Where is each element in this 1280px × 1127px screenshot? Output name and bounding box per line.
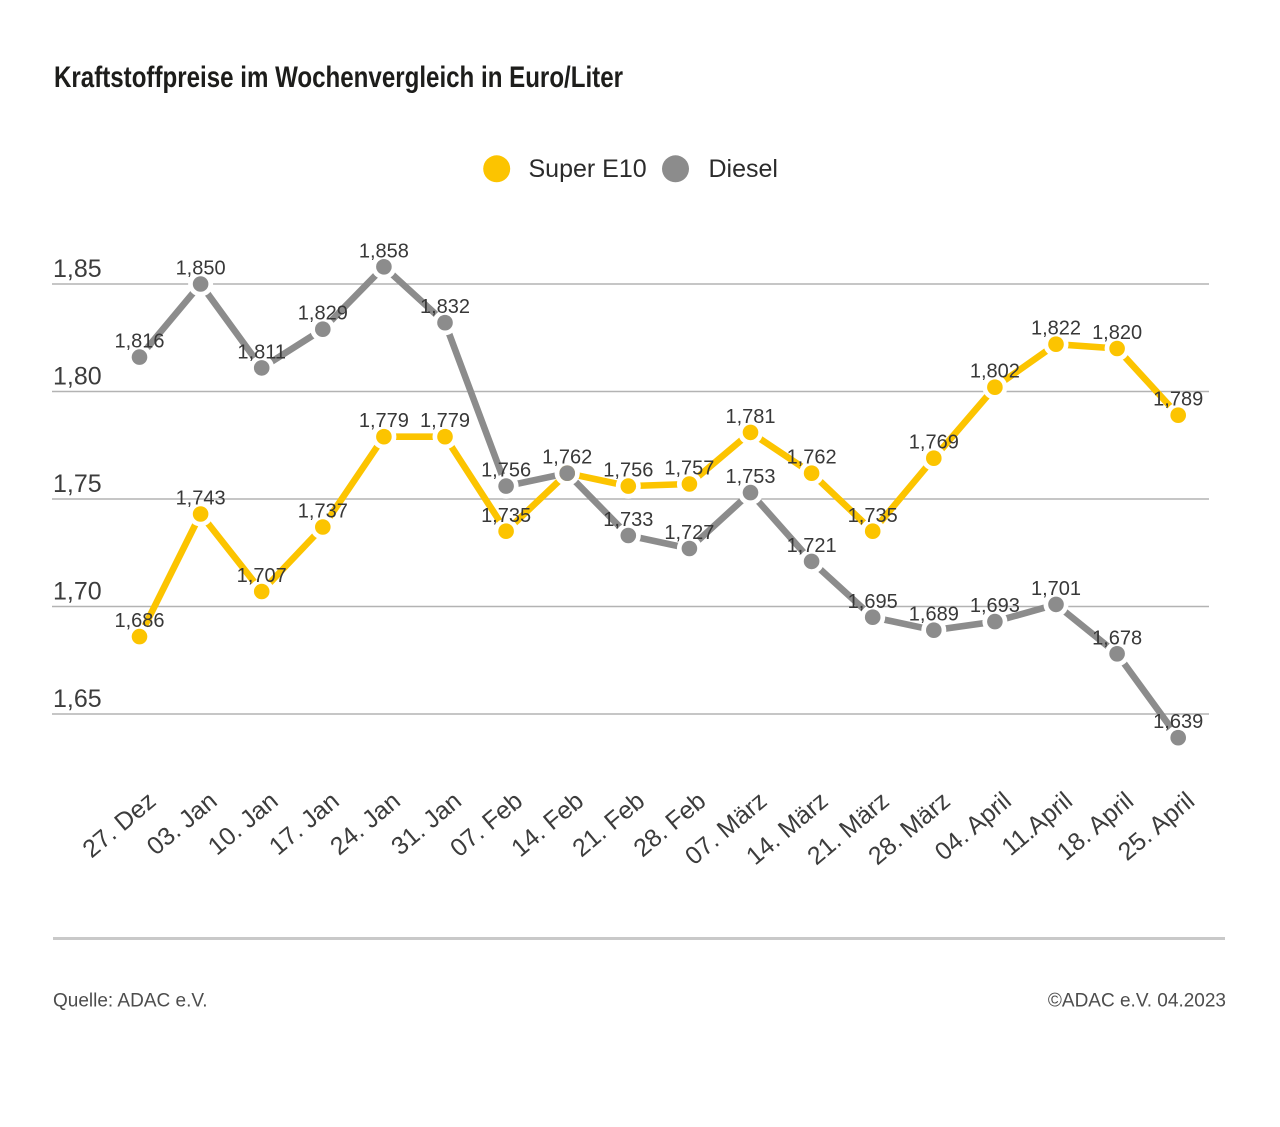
svg-text:1,850: 1,850 (176, 258, 226, 280)
svg-text:1,811: 1,811 (237, 341, 286, 363)
svg-text:1,727: 1,727 (664, 522, 714, 544)
svg-text:1,753: 1,753 (725, 466, 775, 488)
svg-text:1,743: 1,743 (176, 488, 226, 510)
svg-text:1,721: 1,721 (787, 535, 837, 557)
svg-text:1,735: 1,735 (481, 505, 531, 527)
svg-text:1,781: 1,781 (725, 406, 775, 428)
svg-text:1,693: 1,693 (970, 595, 1020, 617)
svg-text:1,733: 1,733 (603, 509, 653, 531)
svg-text:1,695: 1,695 (848, 591, 898, 613)
svg-text:1,789: 1,789 (1153, 389, 1203, 411)
svg-text:1,762: 1,762 (542, 447, 592, 469)
svg-text:1,779: 1,779 (420, 410, 470, 432)
svg-text:Kraftstoffpreise im Wochenverg: Kraftstoffpreise im Wochenvergleich in E… (54, 61, 623, 94)
svg-text:1,85: 1,85 (53, 255, 102, 283)
svg-text:1,829: 1,829 (298, 303, 348, 325)
svg-text:1,70: 1,70 (53, 578, 102, 606)
svg-text:1,756: 1,756 (481, 460, 531, 482)
svg-text:1,769: 1,769 (909, 432, 959, 454)
svg-text:Quelle: ADAC e.V.: Quelle: ADAC e.V. (53, 991, 208, 1012)
svg-text:Diesel: Diesel (709, 155, 778, 183)
svg-text:©ADAC e.V. 04.2023: ©ADAC e.V. 04.2023 (1048, 991, 1226, 1012)
svg-text:1,779: 1,779 (359, 410, 409, 432)
svg-text:1,678: 1,678 (1092, 627, 1142, 649)
svg-text:1,701: 1,701 (1031, 578, 1081, 600)
svg-text:1,80: 1,80 (53, 363, 102, 391)
svg-text:1,689: 1,689 (909, 604, 959, 626)
svg-text:1,65: 1,65 (53, 685, 102, 713)
svg-text:1,757: 1,757 (664, 458, 714, 480)
svg-text:1,822: 1,822 (1031, 318, 1081, 340)
svg-text:1,639: 1,639 (1153, 711, 1203, 733)
svg-text:1,737: 1,737 (298, 501, 348, 523)
svg-text:1,832: 1,832 (420, 296, 470, 318)
svg-text:1,756: 1,756 (603, 460, 653, 482)
svg-text:1,686: 1,686 (114, 610, 164, 632)
svg-text:1,858: 1,858 (359, 240, 409, 262)
svg-text:1,762: 1,762 (787, 447, 837, 469)
svg-text:1,802: 1,802 (970, 361, 1020, 383)
svg-text:Super E10: Super E10 (529, 155, 647, 183)
svg-text:1,816: 1,816 (114, 331, 164, 353)
svg-text:1,75: 1,75 (53, 470, 102, 498)
svg-text:1,735: 1,735 (848, 505, 898, 527)
svg-text:1,707: 1,707 (237, 565, 287, 587)
svg-text:1,820: 1,820 (1092, 322, 1142, 344)
